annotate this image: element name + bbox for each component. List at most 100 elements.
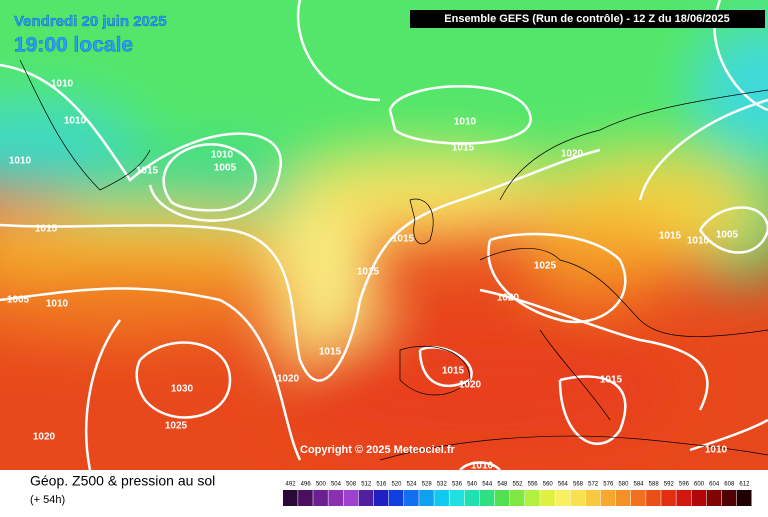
isobars: [0, 0, 768, 470]
isobar-label: 1010: [211, 150, 234, 161]
scale-swatch: [388, 490, 404, 506]
scale-label: 520: [391, 482, 402, 488]
run-info: Ensemble GEFS (Run de contrôle) - 12 Z d…: [444, 13, 729, 25]
isobar-label: 1020: [33, 432, 56, 443]
isobar-label: 1005: [716, 230, 739, 241]
scale-label: 516: [376, 482, 387, 488]
isobar-label: 1015: [357, 267, 380, 278]
isobar-label: 1010: [64, 116, 87, 127]
forecast-date: Vendredi 20 juin 2025: [14, 13, 167, 30]
scale-swatch: [343, 490, 359, 506]
scale-swatch: [585, 490, 601, 506]
isobar-label: 1015: [319, 347, 342, 358]
scale-label: 544: [482, 482, 493, 488]
scale-label: 492: [286, 482, 297, 488]
scale-label: 500: [316, 482, 327, 488]
scale-swatch: [509, 490, 525, 506]
coastlines: [19, 59, 768, 461]
scale-label: 504: [331, 482, 342, 488]
scale-swatch: [404, 490, 419, 506]
scale-label: 508: [346, 482, 357, 488]
footer-subtitle: (+ 54h): [30, 494, 65, 506]
scale-swatch: [540, 490, 555, 506]
scale-swatch: [313, 490, 328, 506]
isobar-label: 1015: [600, 375, 623, 386]
scale-label: 548: [497, 482, 508, 488]
scale-label: 604: [709, 482, 720, 488]
scale-label: 552: [512, 482, 523, 488]
scale-swatch: [464, 490, 480, 506]
isobar-label: 1030: [171, 384, 194, 395]
scale-swatch: [449, 490, 465, 506]
scale-swatch: [283, 490, 298, 506]
isobar-label: 1015: [452, 143, 475, 154]
scale-swatch: [298, 490, 313, 506]
scale-swatch: [691, 490, 707, 506]
scale-swatch: [600, 490, 616, 506]
isobar-label: 1010: [471, 461, 494, 472]
scale-label: 580: [618, 482, 629, 488]
scale-label: 608: [724, 482, 735, 488]
scale-label: 564: [558, 482, 569, 488]
scale-swatch: [434, 490, 449, 506]
map-field: 1010 1010 1010 1015 1010 1005 1010 1015 1020 1015…: [0, 0, 768, 472]
isobar-label: 1010: [9, 156, 32, 167]
scale-swatch: [630, 490, 646, 506]
color-scale: 492 496 500 504 508 512 516 520 524 528 532 536 540 5…: [283, 482, 752, 506]
isobar-label: 1015: [392, 234, 415, 245]
scale-swatch: [706, 490, 722, 506]
scale-label: 496: [301, 482, 312, 488]
isobar-label: 1005: [214, 163, 237, 174]
isobar-label: 1010: [46, 299, 69, 310]
scale-swatch: [676, 490, 691, 506]
scale-swatch: [736, 490, 752, 506]
isobar-label: 1015: [136, 166, 159, 177]
scale-swatch: [419, 490, 434, 506]
scale-swatch: [555, 490, 570, 506]
isobar-label: 1020: [497, 293, 520, 304]
scale-swatch: [570, 490, 586, 506]
isobar-label: 1005: [7, 295, 30, 306]
scale-swatch: [328, 490, 344, 506]
scale-label: 584: [634, 482, 645, 488]
run-banner: [410, 10, 765, 28]
isobar-label: 1020: [277, 374, 300, 385]
isobar-label: 1010: [454, 117, 477, 128]
scale-label: 528: [422, 482, 433, 488]
scale-swatch: [661, 490, 676, 506]
scale-swatch: [358, 490, 374, 506]
scale-swatch: [615, 490, 631, 506]
scale-label: 596: [679, 482, 690, 488]
isobar-label: 1025: [165, 421, 188, 432]
isobar-label: 1010: [705, 445, 728, 456]
scale-swatch: [479, 490, 495, 506]
scale-swatch: [721, 490, 737, 506]
scale-label: 512: [361, 482, 372, 488]
scale-label: 532: [437, 482, 448, 488]
scale-label: 588: [649, 482, 660, 488]
forecast-time: 19:00 locale: [14, 34, 133, 57]
isobar-label: 1015: [442, 366, 465, 377]
scale-swatch: [646, 490, 661, 506]
scale-swatch: [373, 490, 389, 506]
scale-label: 572: [588, 482, 599, 488]
scale-label: 592: [664, 482, 675, 488]
scale-label: 600: [694, 482, 705, 488]
isobar-label: 1025: [534, 261, 557, 272]
footer-title: Géop. Z500 & pression au sol: [30, 473, 215, 489]
scale-label: 556: [528, 482, 539, 488]
scale-label: 524: [407, 482, 418, 488]
isobar-label: 1010: [687, 236, 710, 247]
scale-label: 612: [739, 482, 750, 488]
scale-swatch: [525, 490, 540, 506]
scale-label: 540: [467, 482, 478, 488]
copyright: Copyright © 2025 Meteociel.fr: [300, 444, 456, 456]
isobar-label: 1015: [35, 224, 58, 235]
scale-swatch: [494, 490, 510, 506]
scale-label: 536: [452, 482, 463, 488]
isobar-label: 1020: [561, 149, 584, 160]
scale-label: 568: [573, 482, 584, 488]
scale-label: 560: [543, 482, 554, 488]
